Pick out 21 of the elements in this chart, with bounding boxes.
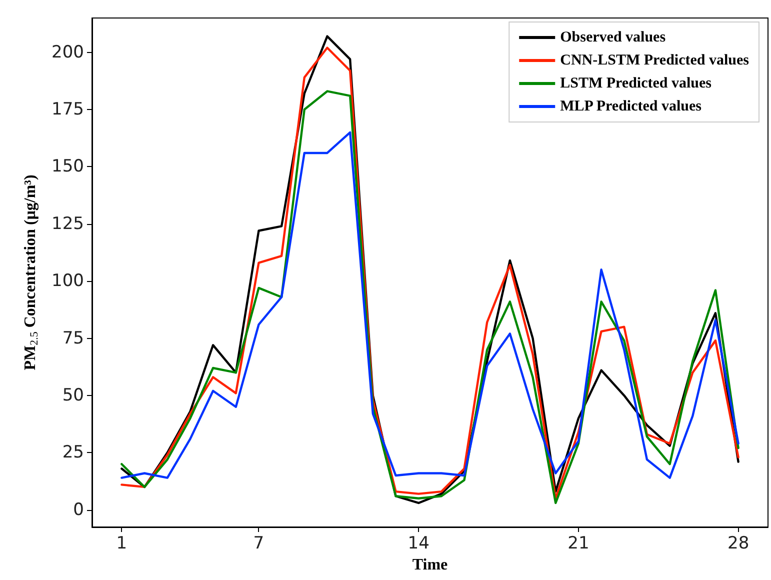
x-tick-label: 7 — [253, 534, 264, 554]
x-tick-label: 28 — [727, 534, 750, 554]
y-tick-label: 0 — [73, 500, 84, 520]
y-tick-label: 100 — [52, 271, 84, 292]
legend-label: MLP Predicted values — [560, 98, 702, 114]
y-axis-title: PM2.5 Concentration (μg/m³) — [22, 174, 40, 370]
x-tick-label: 1 — [116, 534, 128, 554]
y-tick-label: 25 — [62, 442, 84, 463]
x-axis-title: Time — [412, 556, 448, 574]
line-series — [120, 131, 740, 479]
y-tick-label: 200 — [52, 42, 84, 62]
x-tick-label: 14 — [408, 534, 430, 554]
x-tick-label: 21 — [568, 534, 590, 554]
y-tick-label: 175 — [52, 100, 84, 120]
y-tick-label: 75 — [62, 328, 84, 348]
legend-label: Observed values — [560, 30, 666, 46]
y-tick-label: 125 — [52, 214, 84, 234]
legend-label: CNN-LSTM Predicted values — [560, 52, 750, 68]
y-tick-label: 150 — [52, 156, 84, 177]
y-tick-label: 50 — [62, 385, 84, 406]
legend-label: LSTM Predicted values — [560, 76, 712, 92]
